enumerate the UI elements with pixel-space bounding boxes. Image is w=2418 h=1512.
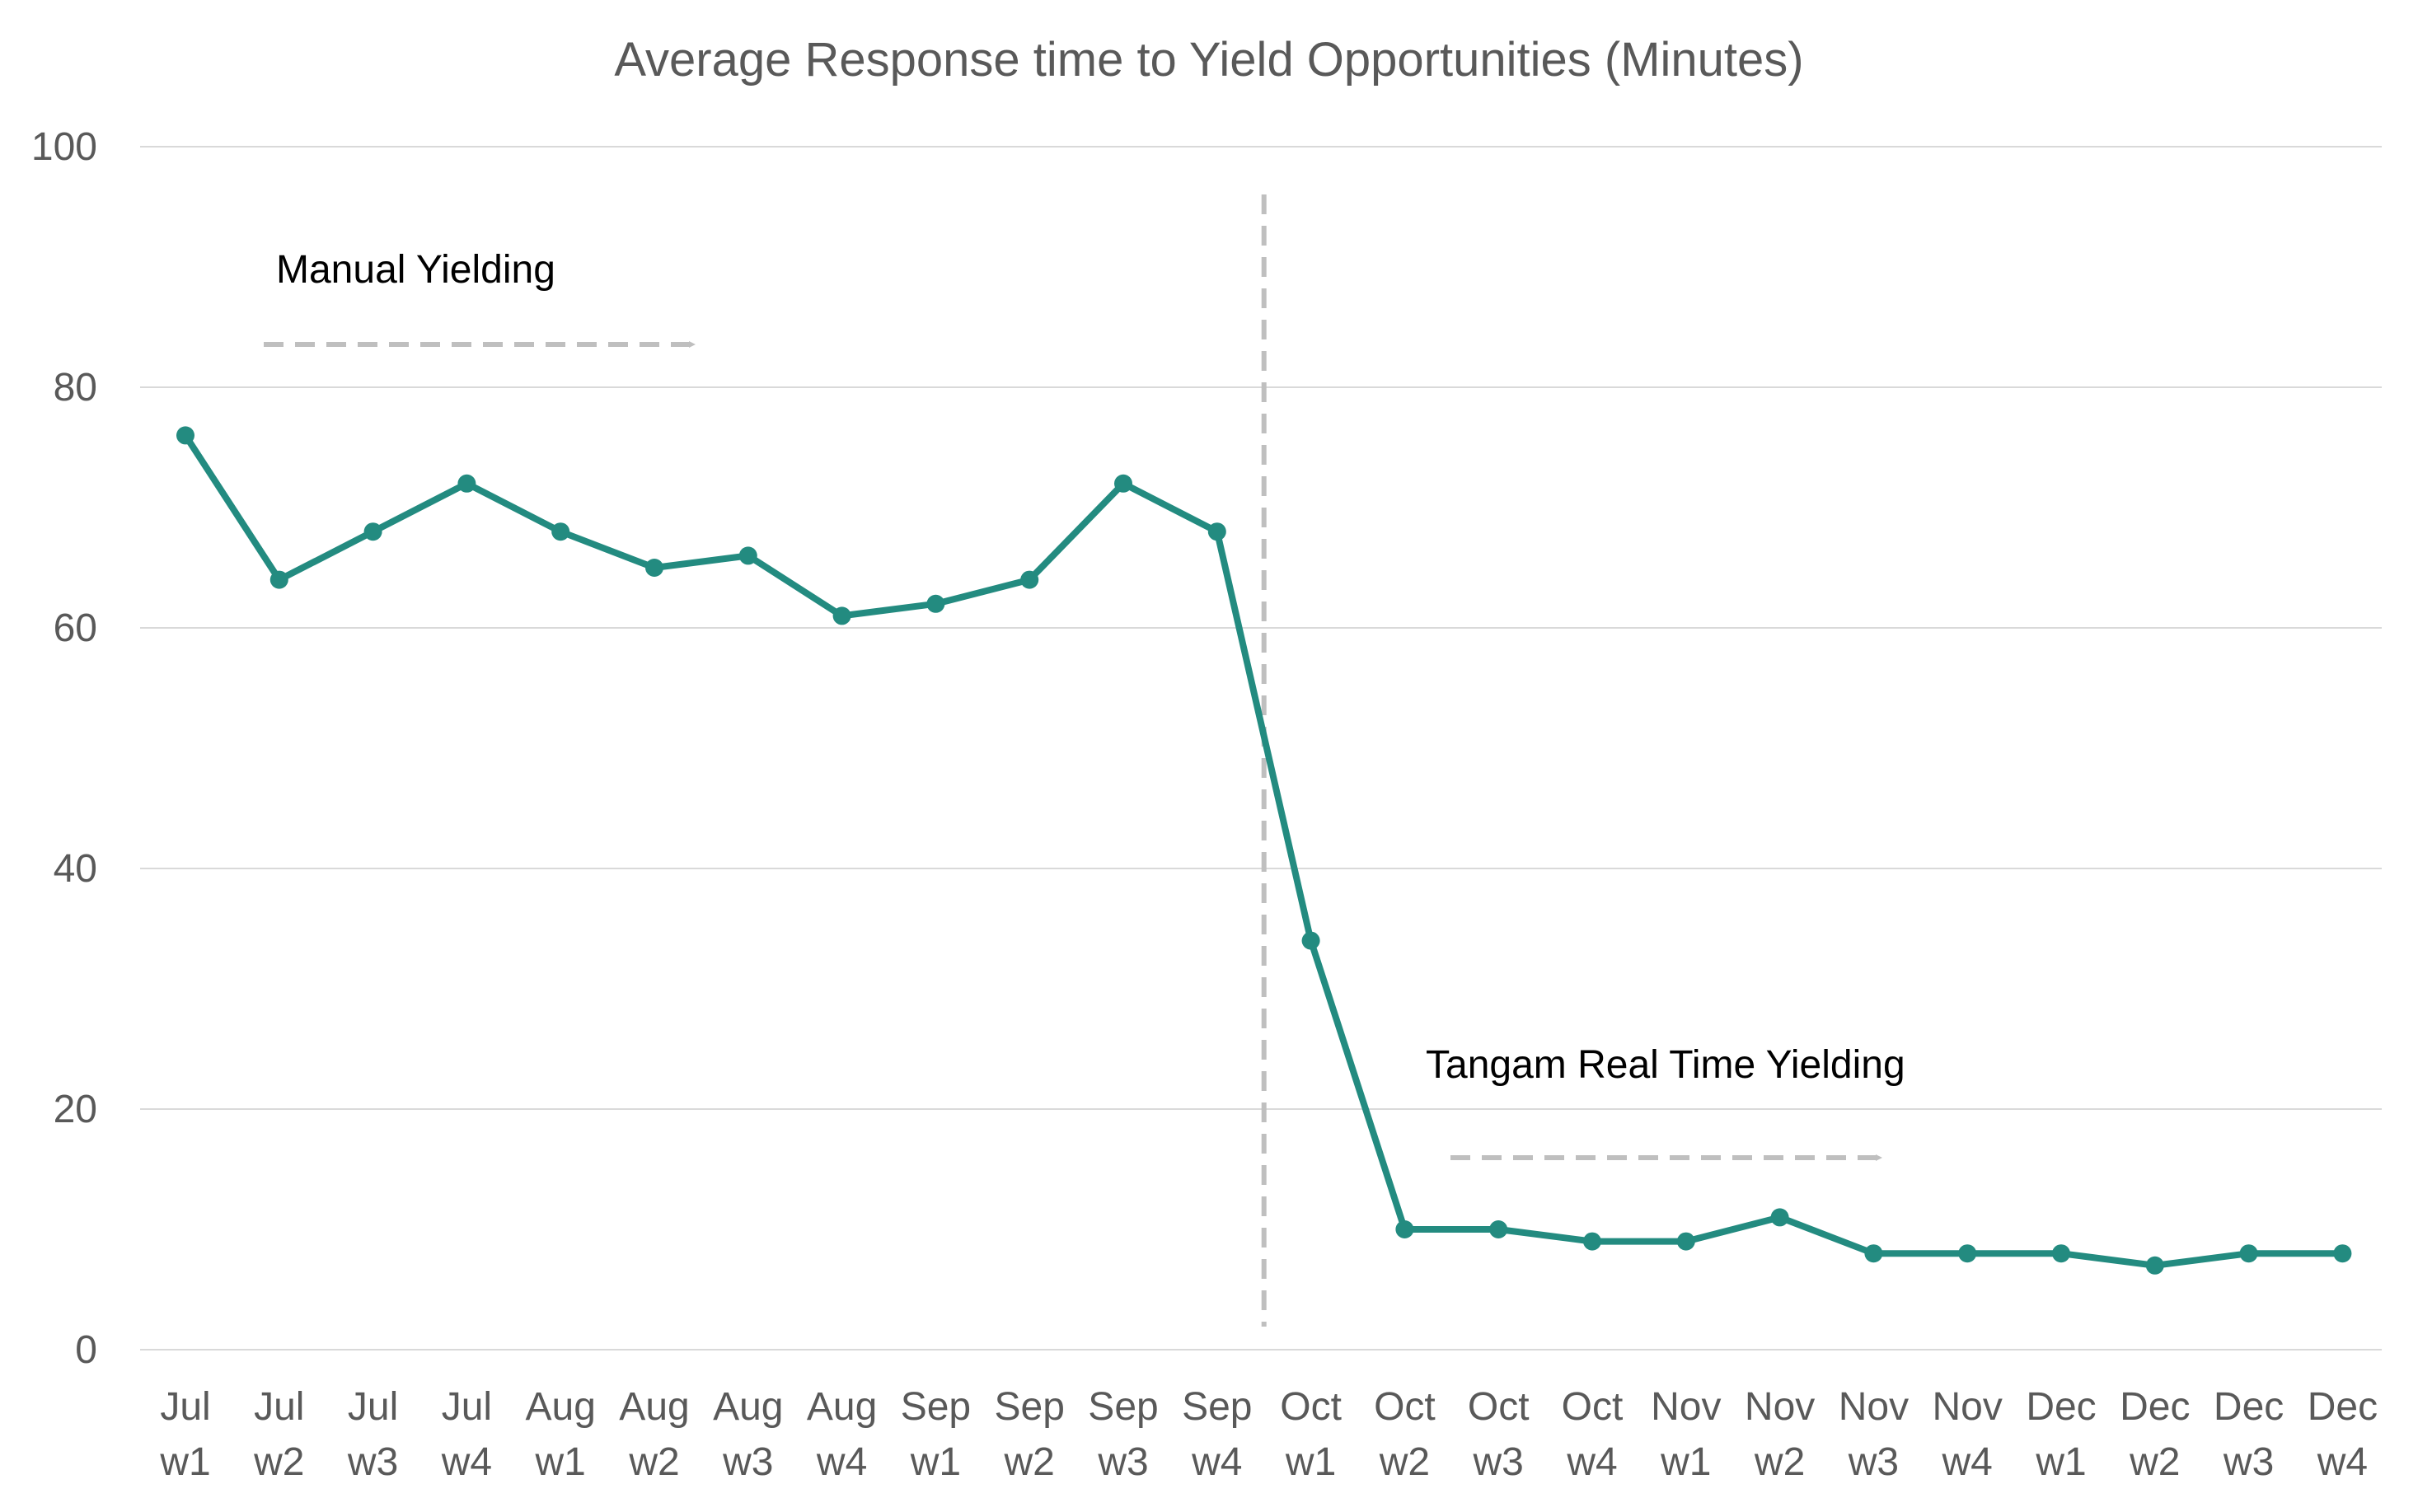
x-tick-label-16: Nov w1 (1651, 1385, 1721, 1484)
x-tick-label-14: Oct w3 (1468, 1385, 1530, 1484)
x-tick-label-4: Aug w1 (525, 1385, 595, 1484)
x-tick-label-2: Jul w3 (347, 1385, 398, 1484)
data-point-0 (176, 426, 194, 445)
data-point-3 (457, 474, 476, 493)
data-point-20 (2052, 1244, 2070, 1263)
data-point-2 (363, 522, 382, 541)
x-axis-tick-labels: Jul w1 Jul w2 Jul w3 Jul w4 Aug w1 Aug w2 Aug w3 Aug w4… (159, 1385, 2378, 1484)
y-tick-label-40: 40 (54, 847, 97, 891)
x-tick-label-12: Oct w1 (1280, 1385, 1342, 1484)
data-point-6 (738, 546, 757, 565)
data-point-14 (1489, 1220, 1508, 1238)
data-point-1 (269, 570, 288, 589)
data-point-12 (1301, 931, 1320, 950)
x-tick-label-8: Sep w1 (901, 1385, 971, 1484)
x-tick-label-3: Jul w4 (441, 1385, 492, 1484)
x-tick-label-22: Dec w3 (2214, 1385, 2284, 1484)
data-point-11 (1207, 522, 1226, 541)
data-point-7 (832, 606, 851, 625)
annotations: Manual Yielding Tangam Real Time Yielding (264, 194, 1905, 1327)
gridlines (140, 146, 2382, 1351)
data-point-13 (1395, 1220, 1414, 1238)
y-tick-label-100: 100 (31, 125, 97, 169)
x-tick-label-1: Jul w2 (253, 1385, 304, 1484)
series-line-path (182, 432, 2346, 1269)
x-tick-label-11: Sep w4 (1182, 1385, 1252, 1484)
chart-title: Average Response time to Yield Opportuni… (614, 33, 1803, 87)
x-tick-label-21: Dec w2 (2120, 1385, 2190, 1484)
data-points (176, 426, 2352, 1275)
data-point-10 (1114, 474, 1132, 493)
x-tick-label-15: Oct w4 (1562, 1385, 1624, 1484)
data-point-22 (2239, 1244, 2258, 1263)
x-tick-label-7: Aug w4 (807, 1385, 877, 1484)
y-tick-label-0: 0 (75, 1328, 97, 1372)
x-tick-label-20: Dec w1 (2026, 1385, 2096, 1484)
data-point-18 (1864, 1244, 1883, 1263)
x-tick-label-0: Jul w1 (159, 1385, 210, 1484)
x-tick-label-9: Sep w2 (994, 1385, 1064, 1484)
annotation-manual-yielding: Manual Yielding (276, 248, 555, 292)
data-point-8 (926, 594, 945, 613)
y-tick-label-60: 60 (54, 606, 97, 650)
x-tick-label-17: Nov w2 (1745, 1385, 1815, 1484)
annotation-tangam-real-time-yielding: Tangam Real Time Yielding (1426, 1043, 1905, 1087)
data-point-23 (2333, 1244, 2352, 1263)
data-point-4 (551, 522, 570, 541)
data-point-21 (2145, 1256, 2164, 1275)
data-point-15 (1583, 1232, 1601, 1251)
y-axis-tick-labels: 0 20 40 60 80 100 (31, 125, 97, 1372)
y-tick-label-80: 80 (54, 366, 97, 410)
x-tick-label-23: Dec w4 (2308, 1385, 2378, 1484)
y-tick-label-20: 20 (54, 1088, 97, 1131)
x-tick-label-5: Aug w2 (619, 1385, 689, 1484)
x-tick-label-19: Nov w4 (1933, 1385, 2003, 1484)
x-tick-label-6: Aug w3 (713, 1385, 783, 1484)
data-point-16 (1676, 1232, 1695, 1251)
x-tick-label-18: Nov w3 (1839, 1385, 1909, 1484)
series-line (182, 432, 2346, 1269)
data-point-19 (1958, 1244, 1977, 1263)
x-tick-label-10: Sep w3 (1088, 1385, 1158, 1484)
data-point-9 (1020, 570, 1039, 589)
data-point-17 (1770, 1208, 1789, 1227)
x-tick-label-13: Oct w2 (1374, 1385, 1436, 1484)
data-point-5 (645, 559, 663, 577)
